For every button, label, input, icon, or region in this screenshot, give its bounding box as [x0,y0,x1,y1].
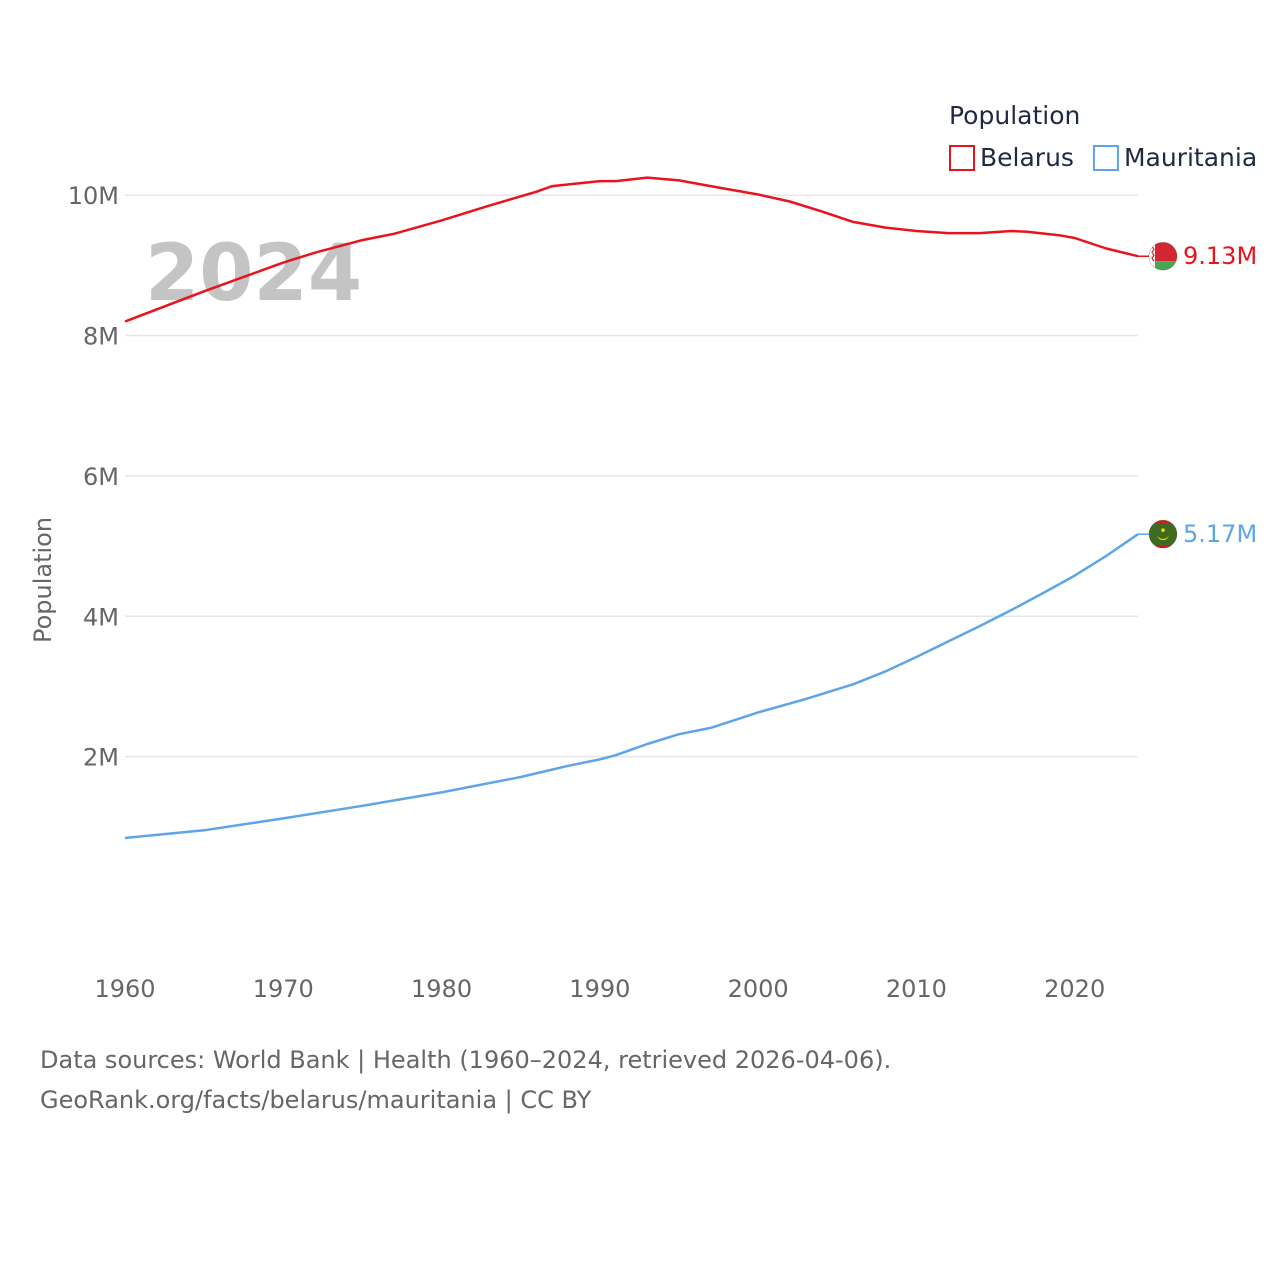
x-axis-ticks: 1960 1970 1980 1990 2000 2010 2020 [94,975,1105,1003]
x-tick-label: 2000 [728,975,789,1003]
belarus-flag-icon [1148,241,1178,271]
x-tick-label: 2010 [886,975,947,1003]
y-axis-ticks: 2M 4M 6M 8M 10M [68,182,119,771]
mauritania-flag-icon [1148,519,1178,549]
legend-swatch [1092,145,1119,171]
series-lines [124,176,1139,840]
x-tick-label: 1980 [411,975,472,1003]
x-tick-label: 1990 [569,975,630,1003]
legend-label: Mauritania [1124,143,1257,172]
x-tick-label: 1970 [253,975,314,1003]
y-tick-label: 6M [83,463,119,491]
source-line-1: Data sources: World Bank | Health (1960–… [40,1046,892,1074]
legend-label: Belarus [980,143,1074,172]
y-tick-label: 8M [83,323,119,351]
legend-swatch [949,145,975,171]
series-line-mauritania [124,533,1139,840]
end-value-label-belarus: 9.13M [1183,242,1257,270]
y-tick-label: 2M [83,744,119,772]
source-footer: Data sources: World Bank | Health (1960–… [40,1040,891,1120]
y-tick-label: 10M [68,182,119,210]
source-line-2: GeoRank.org/facts/belarus/mauritania | C… [40,1086,592,1114]
legend: Population Belarus Mauritania [949,101,1257,172]
y-tick-label: 4M [83,603,119,631]
gridlines [125,194,1138,758]
end-value-label-mauritania: 5.17M [1183,520,1257,548]
x-tick-label: 1960 [94,975,155,1003]
x-tick-label: 2020 [1044,975,1105,1003]
legend-title: Population [949,101,1080,130]
series-line-belarus [124,176,1139,323]
series-end-markers: 9.13M 5.17M [1138,241,1257,549]
y-axis-label: Population [29,517,57,643]
legend-item-mauritania[interactable]: Mauritania [1092,143,1257,172]
legend-item-belarus[interactable]: Belarus [949,143,1074,172]
